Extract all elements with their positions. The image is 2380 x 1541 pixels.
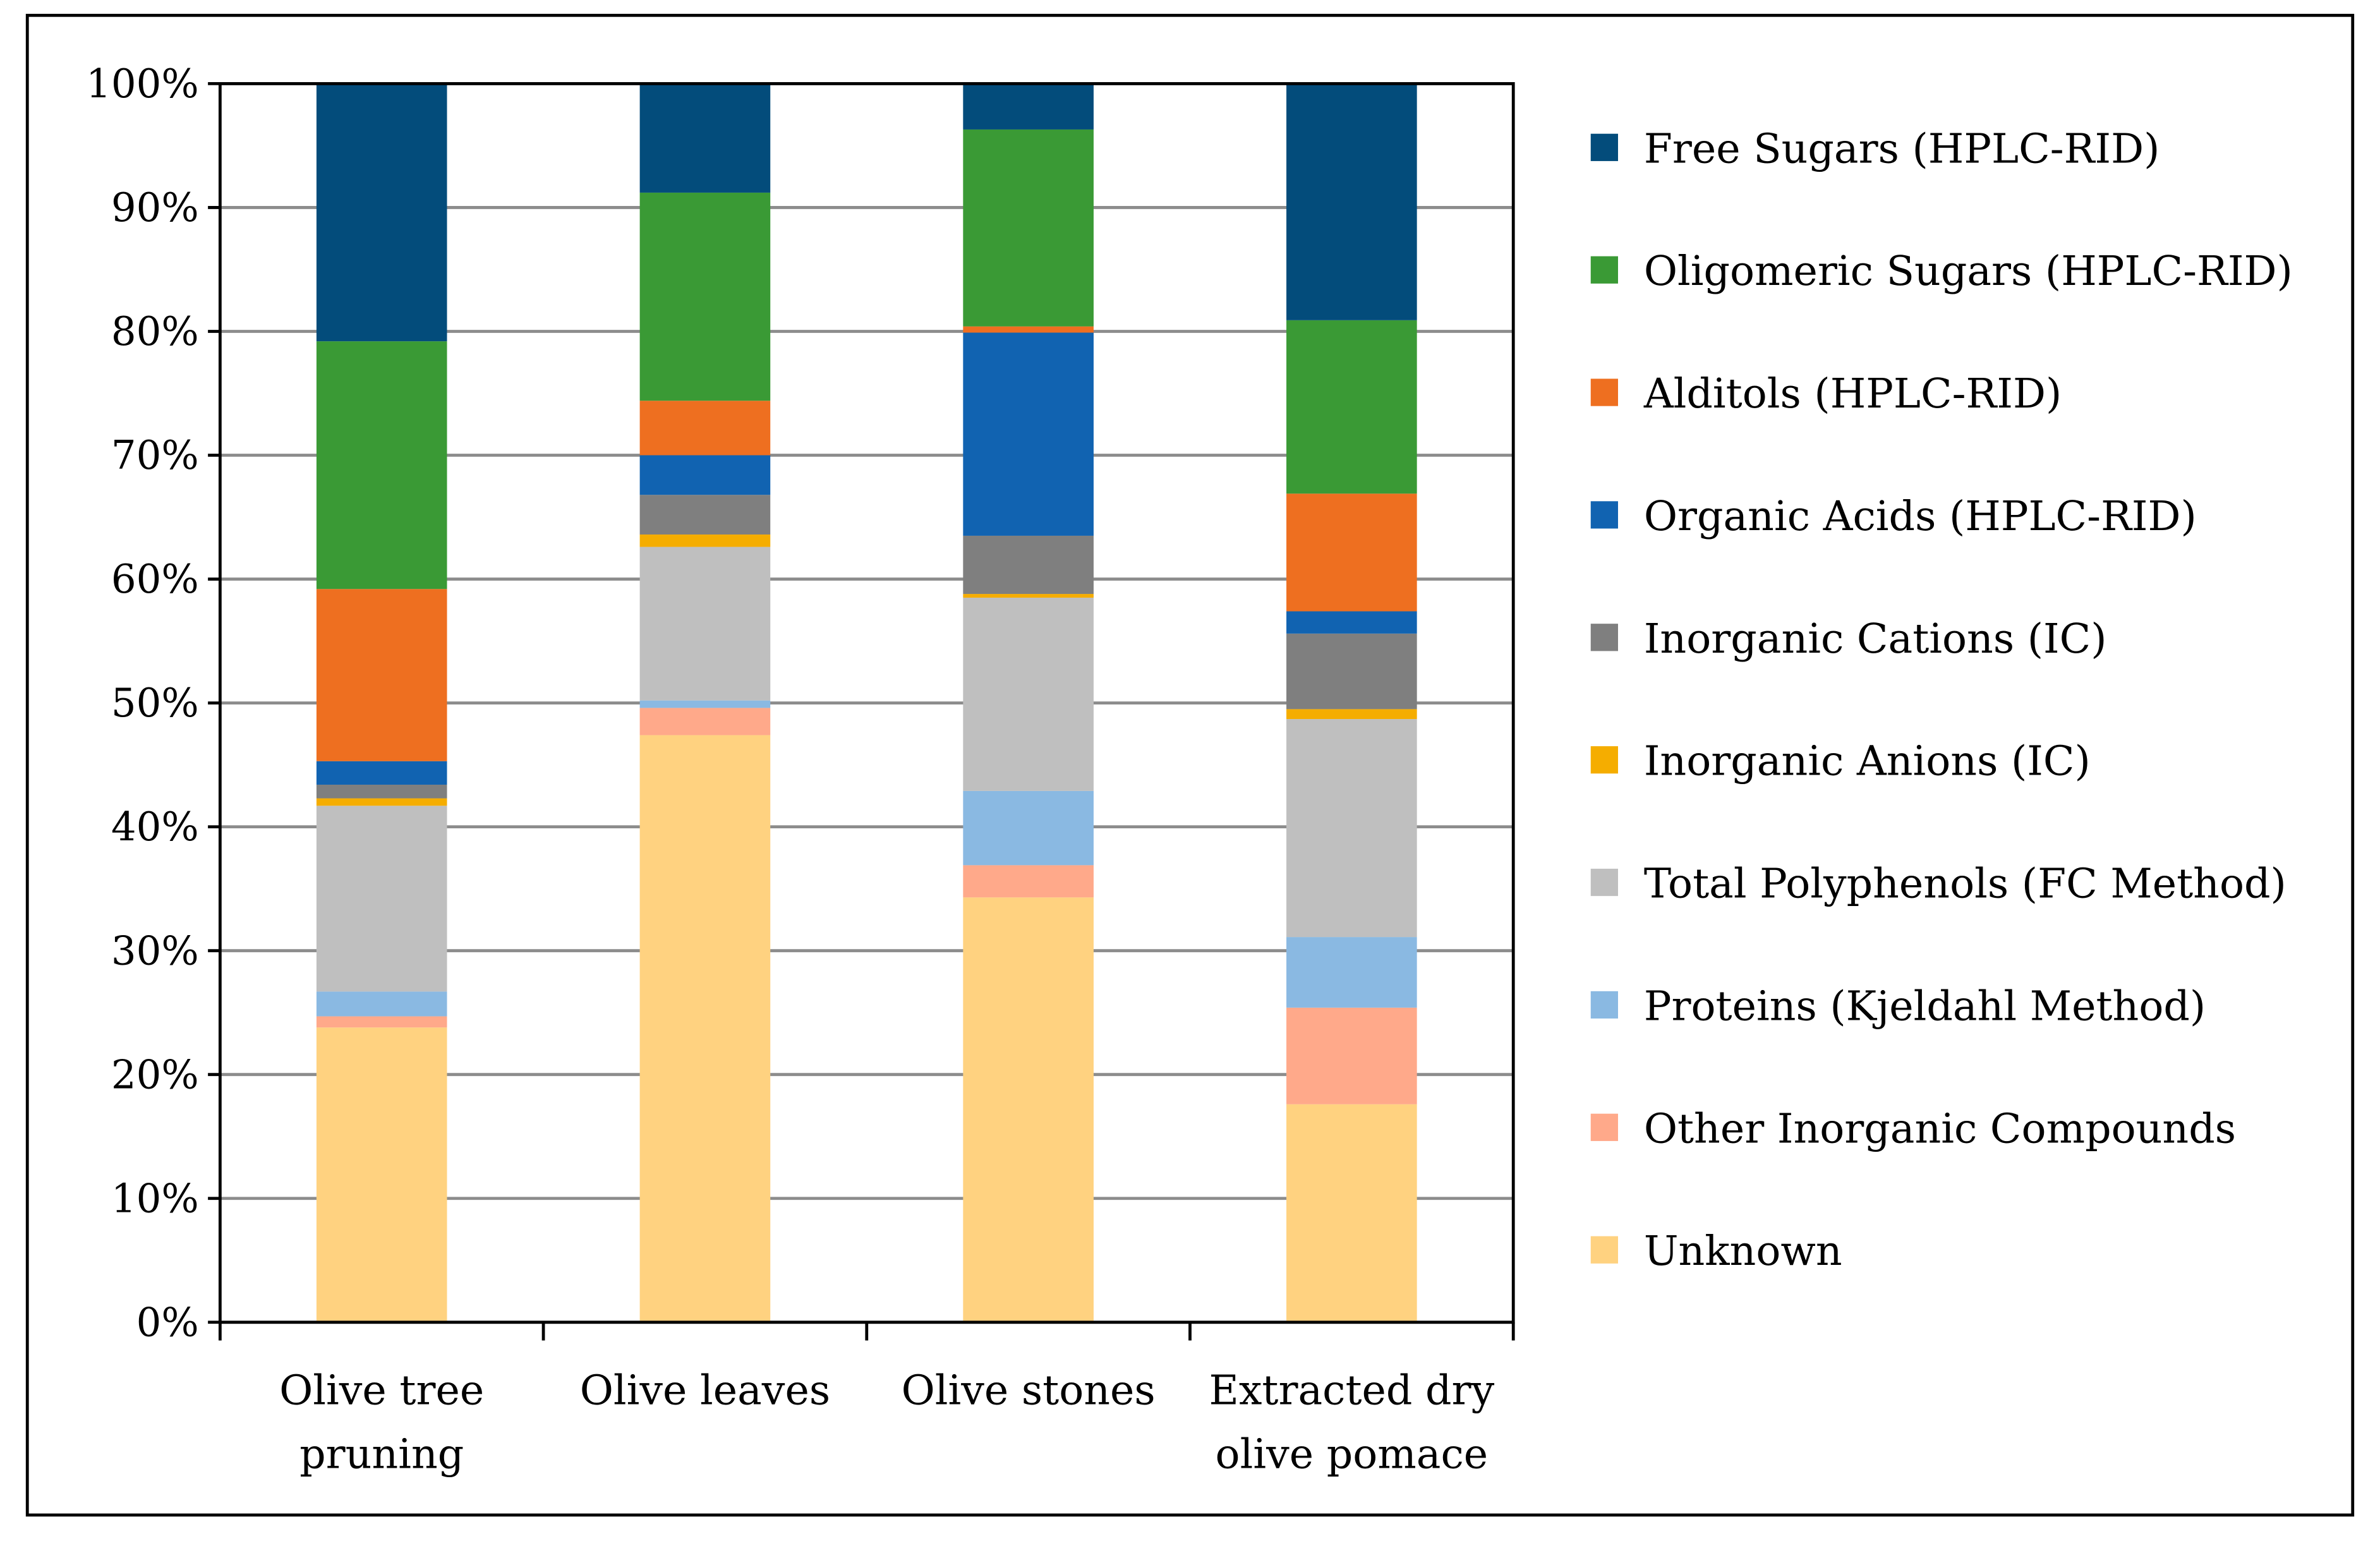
legend-label: Alditols (HPLC-RID) bbox=[1643, 370, 2062, 418]
legend-swatch bbox=[1590, 1236, 1618, 1264]
legend-label: Unknown bbox=[1644, 1228, 1842, 1275]
legend-label: Total Polyphenols (FC Method) bbox=[1644, 861, 2286, 908]
bar-stack bbox=[639, 83, 771, 1322]
legend-swatch bbox=[1590, 991, 1618, 1019]
bar-segment bbox=[639, 534, 771, 547]
y-tick-label: 40% bbox=[111, 804, 199, 850]
y-tick-label: 80% bbox=[111, 308, 199, 354]
bar-stack bbox=[316, 83, 447, 1322]
bar-segment bbox=[316, 1016, 447, 1028]
bar-segment bbox=[963, 535, 1094, 595]
legend-item: Unknown bbox=[1590, 1228, 1842, 1275]
x-tick-label: Olive tree pruning bbox=[279, 1367, 484, 1478]
bar-stack bbox=[1286, 83, 1417, 1322]
bar-segment bbox=[639, 708, 771, 735]
legend-label: Other Inorganic Compounds bbox=[1644, 1105, 2236, 1152]
bar-segment bbox=[316, 784, 447, 799]
bar-segment bbox=[639, 455, 771, 495]
legend-label: Oligomeric Sugars (HPLC-RID) bbox=[1644, 248, 2293, 295]
legend-label: Inorganic Anions (IC) bbox=[1644, 738, 2091, 785]
bar-segment bbox=[639, 547, 771, 701]
legend-swatch bbox=[1590, 501, 1618, 529]
legend-label: Inorganic Cations (IC) bbox=[1644, 615, 2107, 663]
bar-segment bbox=[639, 401, 771, 456]
bar-segment bbox=[316, 341, 447, 589]
legend: Free Sugars (HPLC-RID) Oligomeric Sugars … bbox=[1590, 125, 2293, 1275]
y-tick-label: 100% bbox=[86, 61, 199, 107]
bar-segment bbox=[1286, 1104, 1417, 1322]
bar-segment bbox=[639, 192, 771, 401]
legend-item: Oligomeric Sugars (HPLC-RID) bbox=[1590, 248, 2293, 295]
legend-item: Other Inorganic Compounds bbox=[1590, 1105, 2236, 1152]
bar-segment bbox=[316, 83, 447, 342]
bar-stack bbox=[963, 83, 1094, 1322]
legend-item: Organic Acids (HPLC-RID) bbox=[1590, 493, 2197, 540]
legend-swatch bbox=[1590, 1113, 1618, 1141]
bar-segment bbox=[639, 700, 771, 708]
y-tick-label: 50% bbox=[111, 680, 199, 726]
bar-segment bbox=[316, 589, 447, 761]
bar-segment bbox=[963, 326, 1094, 333]
y-tick-label: 30% bbox=[111, 928, 199, 974]
bar-segment bbox=[1286, 320, 1417, 494]
legend-item: Proteins (Kjeldahl Method) bbox=[1590, 982, 2206, 1030]
bar-segment bbox=[963, 594, 1094, 598]
bar-segment bbox=[316, 1027, 447, 1322]
bar-segment bbox=[963, 897, 1094, 1322]
bar-segment bbox=[1286, 937, 1417, 1008]
bar-segment bbox=[316, 806, 447, 992]
legend-item: Total Polyphenols (FC Method) bbox=[1590, 861, 2286, 908]
legend-item: Inorganic Cations (IC) bbox=[1590, 615, 2107, 663]
bar-segment bbox=[316, 991, 447, 1017]
bar-segment bbox=[639, 495, 771, 535]
bar-segment bbox=[1286, 493, 1417, 612]
legend-swatch bbox=[1590, 868, 1618, 897]
legend-item: Alditols (HPLC-RID) bbox=[1590, 370, 2062, 418]
legend-label: Proteins (Kjeldahl Method) bbox=[1644, 982, 2206, 1030]
bar-segment bbox=[316, 761, 447, 785]
legend-swatch bbox=[1590, 378, 1618, 406]
bar-segment bbox=[1286, 709, 1417, 720]
y-tick-label: 0% bbox=[136, 1299, 199, 1345]
x-tick-label: Olive leaves bbox=[580, 1367, 830, 1415]
legend-item: Inorganic Anions (IC) bbox=[1590, 738, 2091, 785]
bar-segment bbox=[963, 790, 1094, 866]
bar-segment bbox=[1286, 611, 1417, 634]
y-tick-label: 20% bbox=[111, 1051, 199, 1097]
bar-segment bbox=[963, 83, 1094, 130]
y-tick-label: 60% bbox=[111, 556, 199, 602]
bar-segment bbox=[963, 597, 1094, 791]
bar-segment bbox=[1286, 1007, 1417, 1104]
x-tick-label: Olive stones bbox=[902, 1367, 1156, 1415]
legend-label: Free Sugars (HPLC-RID) bbox=[1644, 125, 2160, 172]
y-axis: 0% 10% 20% 30% 40% 50% 60% 70% 80% 90% 100% bbox=[86, 61, 220, 1345]
legend-swatch bbox=[1590, 256, 1618, 284]
y-tick-label: 70% bbox=[111, 432, 199, 478]
legend-swatch bbox=[1590, 746, 1618, 774]
bar-segment bbox=[639, 83, 771, 193]
y-tick-label: 90% bbox=[111, 184, 199, 231]
x-tick-label: Extracted dry olive pomace bbox=[1209, 1367, 1494, 1478]
bars bbox=[316, 83, 1417, 1322]
bar-segment bbox=[639, 735, 771, 1322]
bar-segment bbox=[1286, 719, 1417, 938]
legend-item: Free Sugars (HPLC-RID) bbox=[1590, 125, 2160, 172]
legend-swatch bbox=[1590, 624, 1618, 651]
legend-swatch bbox=[1590, 133, 1618, 161]
bar-segment bbox=[963, 865, 1094, 898]
bar-segment bbox=[963, 332, 1094, 536]
bar-segment bbox=[963, 129, 1094, 327]
bar-segment bbox=[316, 798, 447, 806]
bar-segment bbox=[1286, 83, 1417, 320]
y-tick-label: 10% bbox=[111, 1175, 199, 1221]
legend-label: Organic Acids (HPLC-RID) bbox=[1644, 493, 2197, 540]
x-axis: Olive tree pruning Olive leaves Olive stone… bbox=[218, 1322, 1515, 1478]
bar-segment bbox=[1286, 633, 1417, 710]
